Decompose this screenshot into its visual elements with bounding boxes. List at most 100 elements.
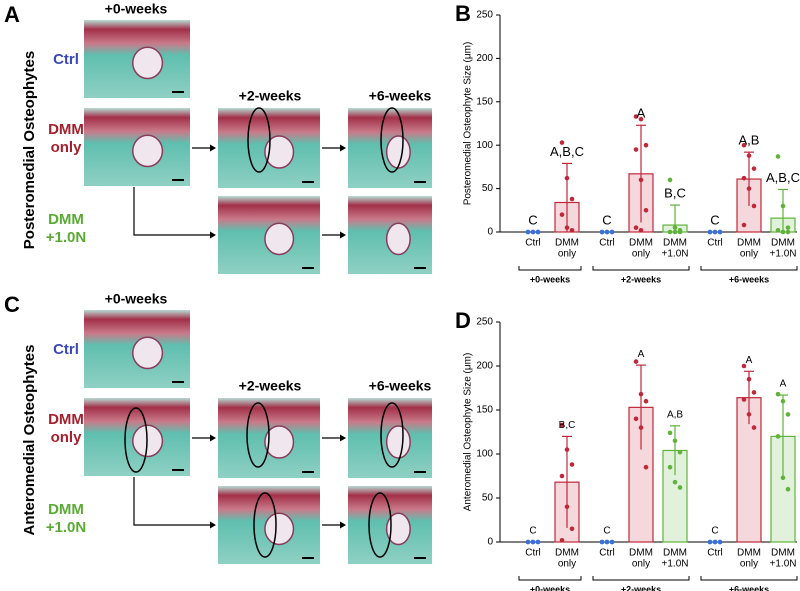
marrow-space [132,134,164,168]
data-point [746,412,752,417]
data-point [677,449,683,455]
bar [736,397,762,543]
data-point [633,359,639,364]
group-label: Ctrl [53,51,79,68]
x-tick-label: only [740,249,758,260]
data-point [667,229,673,235]
data-point [785,486,791,492]
data-point [559,422,565,428]
x-tick-label: +1.0N [770,559,797,570]
marrow-space [264,222,295,256]
x-tick-label: Ctrl [599,548,615,559]
significance-letter: A [746,355,753,366]
y-tick-label: 0 [487,537,493,548]
y-tick-label: 200 [476,53,493,64]
x-tick-label: DMM [737,238,761,249]
significance-letter: A,B,C [766,170,800,185]
x-tick-label: Ctrl [599,238,615,249]
data-point [746,376,752,382]
x-tick-label: DMM [555,238,579,249]
data-point [775,391,781,397]
marrow-space [385,222,411,256]
data-point [712,229,718,235]
data-point [564,225,570,230]
arrow-head [340,231,346,239]
group-label: +0-weeks [530,584,570,591]
significance-letter: A,B,C [550,144,584,159]
data-point [741,222,747,228]
data-point [525,539,531,545]
group-label: +1.0N [46,229,86,246]
data-point [780,398,786,404]
data-point [741,142,747,148]
timepoint-label: +0-weeks [105,291,168,307]
osteophyte-outline [380,107,404,173]
panel-letter: C [4,292,20,317]
data-point [717,539,723,545]
data-point [569,196,575,202]
data-point [677,229,683,235]
data-point [672,438,678,444]
significance-letter: C [602,212,611,227]
group-label: Ctrl [53,341,79,358]
y-tick-label: 100 [476,449,493,460]
data-point [535,539,541,545]
x-tick-label: DMM [629,238,653,249]
data-point [633,416,639,422]
significance-letter: B,C [559,420,576,431]
data-point [638,227,644,233]
y-tick-label: 50 [482,183,494,194]
osteophyte-outline [124,407,148,473]
data-point [569,526,575,532]
x-tick-label: only [632,249,650,260]
data-point [559,212,565,217]
data-point [785,412,791,417]
data-point [633,114,639,119]
significance-letter: A,B [667,409,683,420]
data-point [751,203,757,209]
group-bracket [592,266,690,271]
arrow-head [210,521,216,529]
data-point [559,140,565,145]
data-point [569,227,575,233]
y-tick-label: 250 [476,10,493,21]
data-point [569,462,575,467]
y-tick-label: 0 [487,227,493,238]
marrow-space [385,135,411,169]
data-point [667,177,673,183]
data-point [775,434,781,439]
osteophyte-outline [246,402,270,468]
x-tick-label: DMM [663,238,687,249]
x-tick-label: DMM [771,238,795,249]
x-tick-label: Ctrl [525,548,541,559]
marrow-space [385,425,411,459]
data-point [559,537,565,543]
data-point [638,116,644,122]
x-tick-label: DMM [555,548,579,559]
group-bracket [592,576,690,581]
data-point [741,363,747,369]
significance-letter: C [528,212,537,227]
timepoint-label: +2-weeks [239,88,302,104]
data-point [564,175,570,181]
x-tick-label: DMM [737,548,761,559]
data-point [717,229,723,235]
data-point [535,229,541,235]
data-point [609,539,615,545]
group-label: DMM [48,411,84,428]
x-tick-label: DMM [663,548,687,559]
data-point [780,475,786,481]
data-point [775,154,781,159]
significance-letter: A [637,106,646,121]
data-point [751,166,757,171]
y-tick-label: 200 [476,361,493,372]
arrow-head [340,434,346,442]
data-point [775,227,781,233]
data-point [564,447,570,452]
data-point [604,539,610,545]
data-point [707,229,713,235]
marrow-space [264,135,295,169]
data-point [530,229,536,235]
group-label: DMM [48,121,84,138]
